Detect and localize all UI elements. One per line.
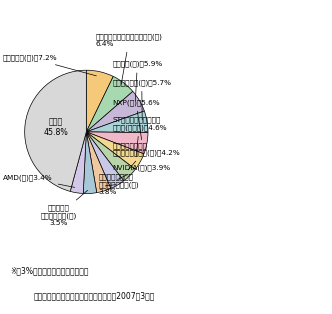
Wedge shape [86,132,148,154]
Text: その他
45.8%: その他 45.8% [43,117,68,137]
Wedge shape [70,132,86,193]
Wedge shape [86,132,135,181]
Wedge shape [83,132,97,193]
Wedge shape [25,70,86,192]
Text: テキサス・インスツルメンツ(米)
6.4%: テキサス・インスツルメンツ(米) 6.4% [96,33,162,84]
Text: STマイクロエレクトロ
ニクス(伊／仏)　4.6%: STマイクロエレクトロ ニクス(伊／仏) 4.6% [112,117,167,157]
Wedge shape [86,111,148,133]
Wedge shape [86,132,111,193]
Text: ブロードコム(米)　5.7%: ブロードコム(米) 5.7% [112,79,171,120]
Text: AMD(米)　3.4%: AMD(米) 3.4% [3,175,75,187]
Wedge shape [86,70,113,132]
Text: NXP(蘭)　5.6%: NXP(蘭) 5.6% [112,99,160,140]
Wedge shape [86,132,124,188]
Text: マーベル・
テクノロジー(米)
3.5%: マーベル・ テクノロジー(米) 3.5% [41,190,88,226]
Wedge shape [86,132,144,169]
Text: （出典）ガートナー　データクエスト（2007年3月）: （出典）ガートナー データクエスト（2007年3月） [33,291,155,300]
Text: インフィニオン・
テクノロジーズ(独)
3.8%: インフィニオン・ テクノロジーズ(独) 3.8% [99,174,139,195]
Text: インテル(米)　5.9%: インテル(米) 5.9% [112,61,162,100]
Text: フリースケール・
セミコンダクター(米)　4.2%: フリースケール・ セミコンダクター(米) 4.2% [112,142,180,170]
Text: クアルコム(米)　7.2%: クアルコム(米) 7.2% [3,55,96,76]
Text: ※　3%以上のシェアを有する企業: ※ 3%以上のシェアを有する企業 [10,266,88,275]
Wedge shape [86,91,144,132]
Wedge shape [86,76,133,132]
Text: NVIDIA(米)　3.9%: NVIDIA(米) 3.9% [112,164,170,180]
